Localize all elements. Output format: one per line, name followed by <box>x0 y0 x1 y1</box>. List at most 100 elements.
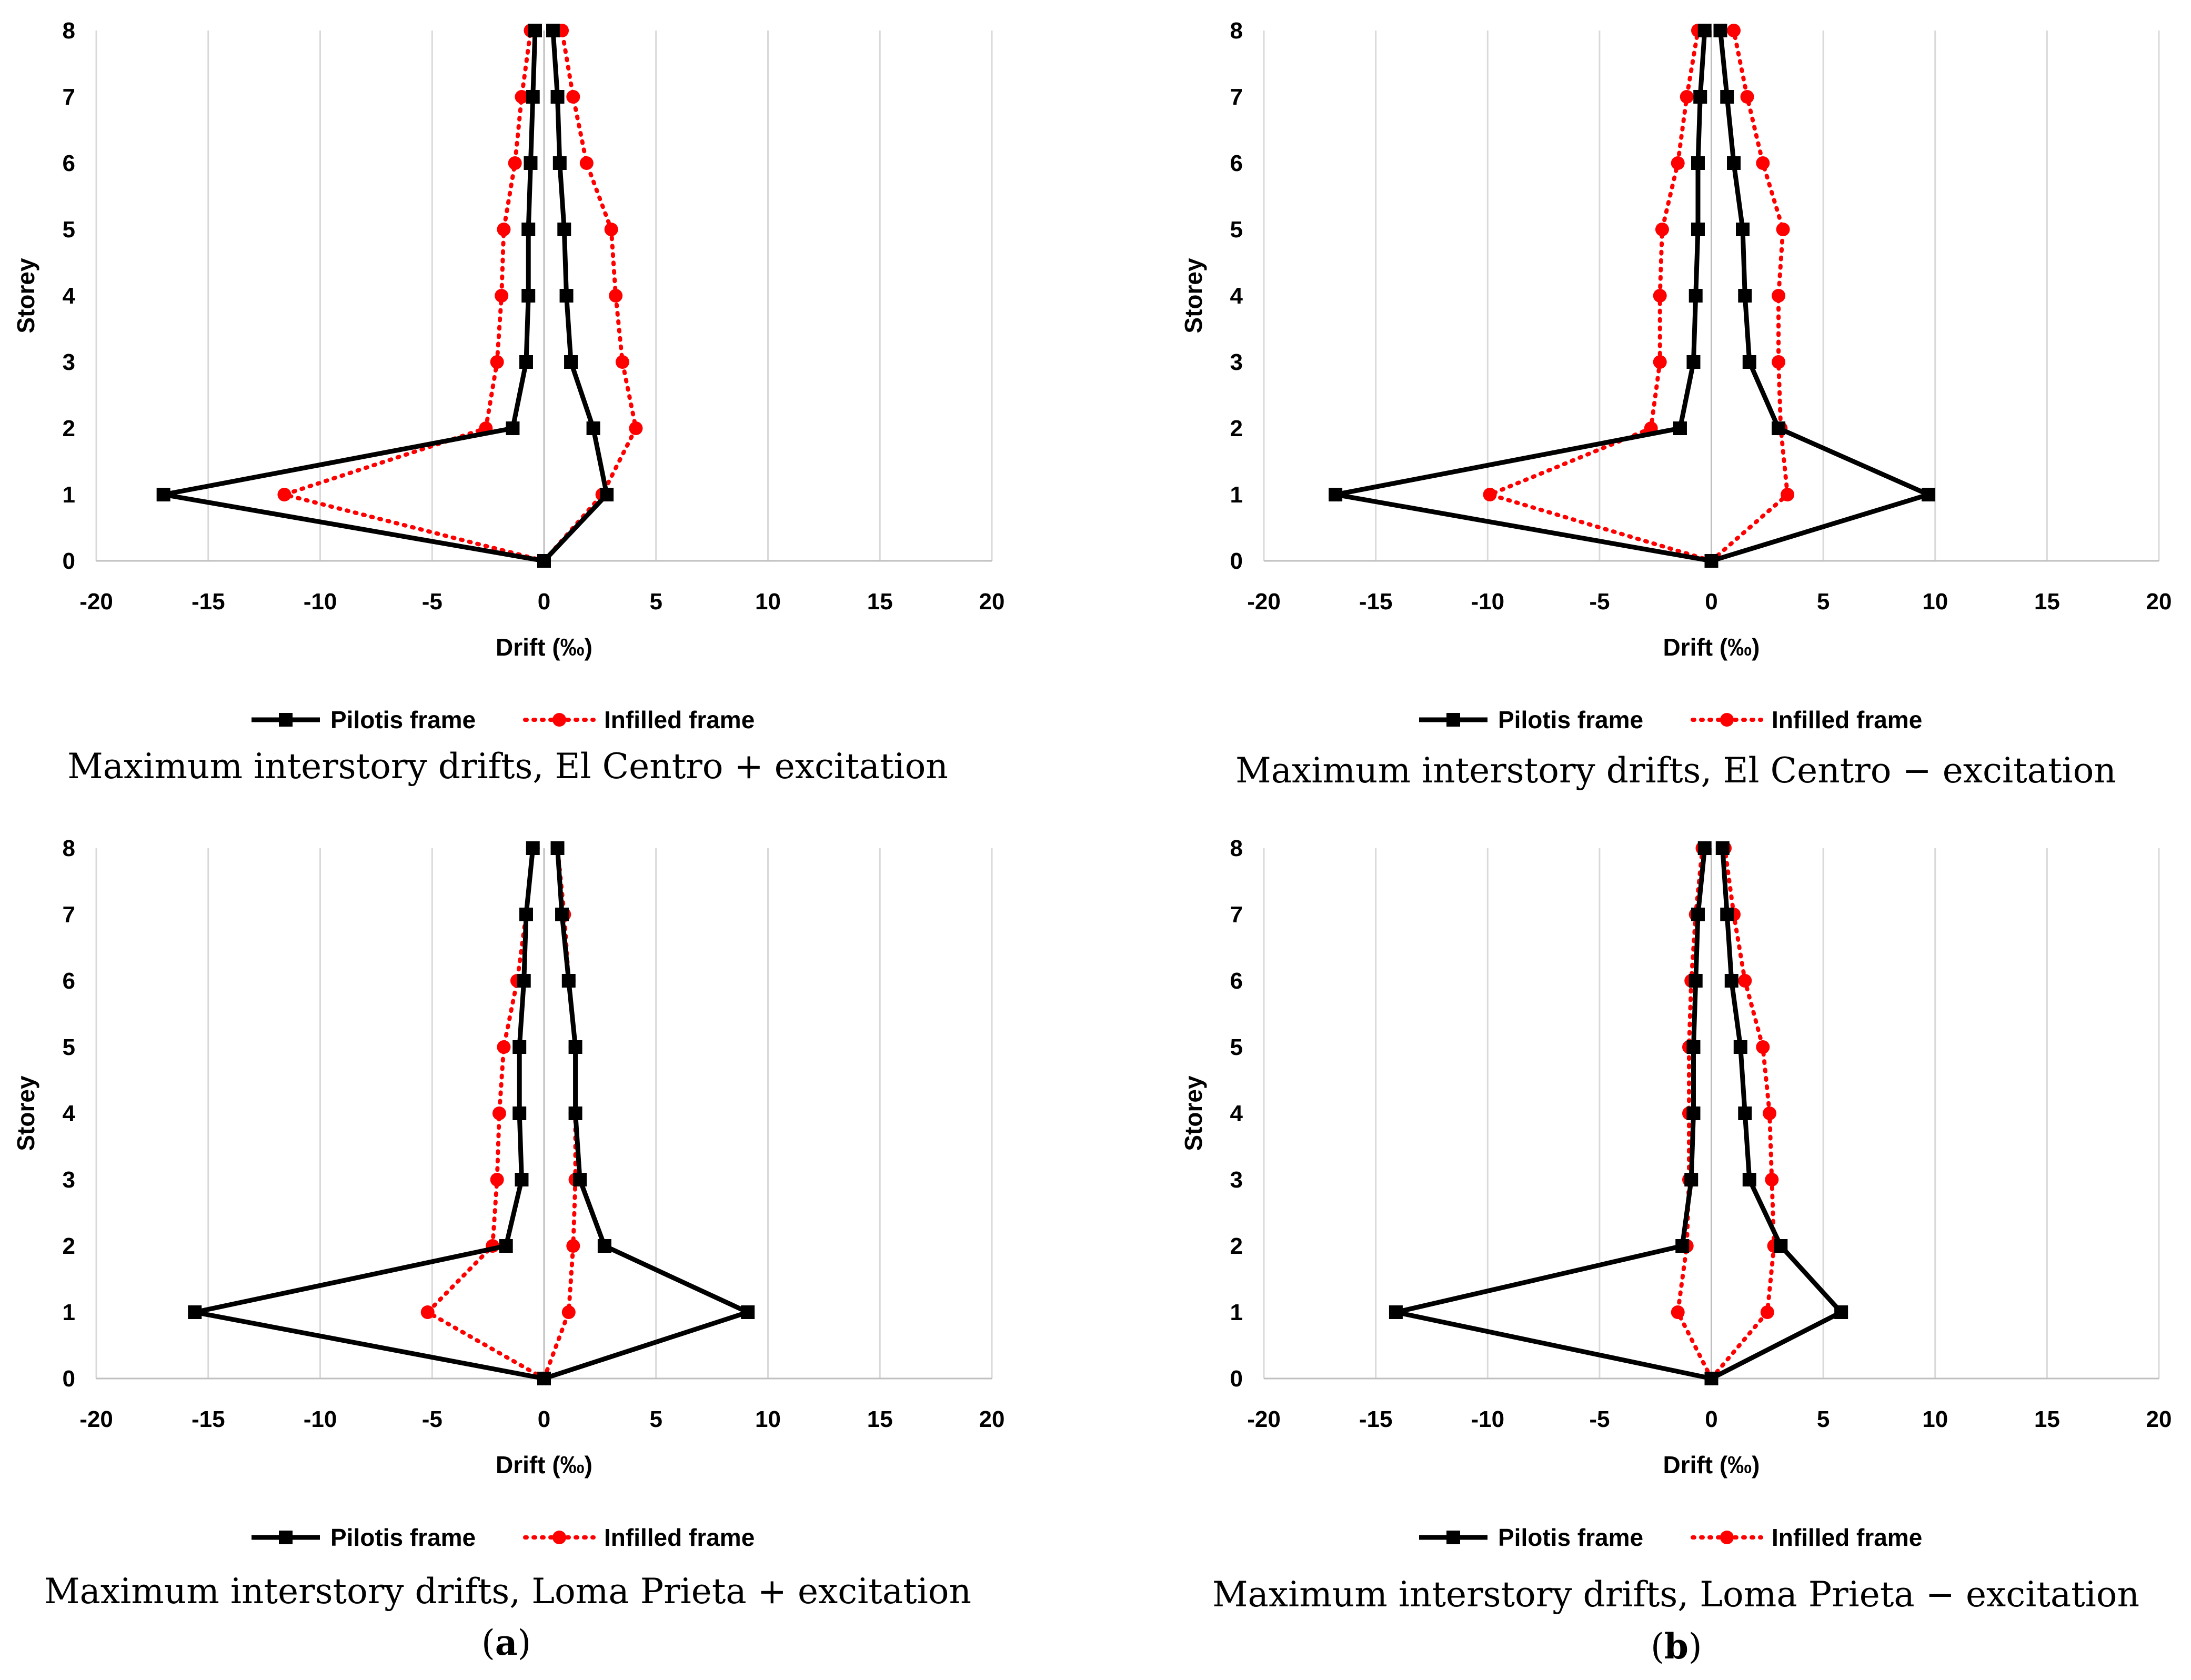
data-point <box>546 24 560 37</box>
data-point <box>277 488 292 501</box>
legend-label: Infilled frame <box>604 706 755 733</box>
data-point <box>1680 90 1694 104</box>
data-point <box>1724 974 1738 988</box>
data-point <box>1675 1239 1690 1253</box>
x-tick-label: 15 <box>2034 1406 2060 1432</box>
y-axis-title: Storey <box>1180 1075 1207 1151</box>
chart-4: -20 -15 -10 -5 0 5 10 15 20 0 1 2 3 4 5 6 7 8 Drift (‰) Sto… <box>1180 836 2172 1551</box>
data-point <box>1691 908 1705 921</box>
legend-label: Pilotis frame <box>1498 1524 1643 1551</box>
legend-marker <box>552 1531 566 1544</box>
y-tick-label: 8 <box>1230 836 1243 861</box>
legend-label: Pilotis frame <box>1498 706 1643 733</box>
y-axis-title: Storey <box>12 1075 39 1151</box>
data-point <box>537 1372 551 1385</box>
x-tick-label: 15 <box>2034 589 2060 615</box>
data-point <box>1742 355 1756 369</box>
chart-caption-1: Maximum interstory drifts, El Centro + e… <box>67 746 948 787</box>
x-axis-title: Drift (‰) <box>1663 633 1760 661</box>
data-point <box>515 1173 529 1186</box>
y-tick-label: 7 <box>1230 902 1243 928</box>
series-line <box>1483 28 1714 563</box>
legend-marker <box>552 713 566 727</box>
legend-label: Infilled frame <box>1772 1524 1922 1551</box>
data-point <box>1671 156 1685 170</box>
data-point <box>1673 421 1687 435</box>
x-tick-label: 20 <box>979 589 1005 615</box>
x-tick-label: 10 <box>1922 589 1948 615</box>
data-point <box>1740 90 1754 104</box>
data-point <box>550 90 565 104</box>
data-point <box>600 488 614 501</box>
data-point <box>1772 289 1786 303</box>
y-tick-label: 3 <box>63 349 75 375</box>
data-point <box>512 1106 527 1120</box>
data-point <box>490 1173 504 1186</box>
x-tick-label: 5 <box>650 1406 662 1432</box>
legend-marker <box>279 1531 293 1544</box>
x-tick-label: 5 <box>1817 589 1830 615</box>
data-point <box>1772 355 1786 369</box>
chart-2: -20 -15 -10 -5 0 5 10 15 20 0 1 2 3 4 5 6 7 8 Drift (‰) Sto… <box>1180 18 2172 733</box>
x-tick-label: 20 <box>979 1406 1005 1432</box>
series-line <box>194 848 545 1381</box>
data-point <box>1774 1239 1788 1253</box>
x-axis-title: Drift (‰) <box>496 1451 592 1478</box>
data-point <box>566 90 580 104</box>
y-tick-label: 4 <box>63 1101 76 1126</box>
panel-label-a: (a) <box>481 1622 531 1663</box>
data-point <box>1921 488 1935 501</box>
y-tick-label: 2 <box>63 416 75 441</box>
x-tick-label: -15 <box>192 589 225 615</box>
data-point <box>497 1040 511 1054</box>
data-point <box>524 156 538 170</box>
data-point <box>564 355 578 369</box>
y-tick-label: 8 <box>63 836 75 861</box>
data-point <box>1697 841 1712 855</box>
y-tick-label: 8 <box>63 18 75 44</box>
data-point <box>1483 488 1497 501</box>
x-axis-title: Drift (‰) <box>1663 1451 1760 1478</box>
data-point <box>1715 841 1730 855</box>
x-tick-label: -5 <box>422 1406 443 1432</box>
legend-label: Pilotis frame <box>330 1524 476 1551</box>
x-tick-label: -10 <box>304 589 337 615</box>
panel-label-b: (b) <box>1651 1626 1702 1667</box>
x-tick-label: 5 <box>1817 1406 1830 1432</box>
data-point <box>615 355 629 369</box>
series-line <box>163 30 545 564</box>
y-tick-label: 5 <box>1230 1034 1243 1060</box>
x-tick-label: -20 <box>1247 589 1281 615</box>
y-tick-label: 3 <box>1230 1167 1243 1193</box>
y-tick-label: 2 <box>1230 416 1243 441</box>
y-tick-label: 1 <box>1230 1300 1243 1325</box>
data-point <box>629 421 643 435</box>
data-point <box>586 421 600 435</box>
data-point <box>1689 289 1703 303</box>
legend-marker <box>1446 1531 1460 1544</box>
data-point <box>497 223 511 236</box>
legend: Pilotis frame Infilled frame <box>252 1524 755 1551</box>
y-tick-label: 7 <box>63 902 75 928</box>
y-tick-label: 0 <box>1230 1366 1243 1392</box>
x-tick-label: 10 <box>755 1406 781 1432</box>
data-point <box>1653 289 1667 303</box>
data-point <box>552 156 567 170</box>
data-point <box>537 554 551 568</box>
y-axis-title: Storey <box>12 258 39 334</box>
legend: Pilotis frame Infilled frame <box>1419 1524 1922 1551</box>
chart-1: -20 -15 -10 -5 0 5 10 15 20 0 1 2 3 4 5 6 7 8 Drift (‰) Sto… <box>12 18 1004 733</box>
data-point <box>521 223 536 236</box>
panel-label-b-letter: b <box>1664 1626 1689 1667</box>
x-tick-label: -5 <box>1589 1406 1610 1432</box>
data-point <box>519 908 533 921</box>
y-tick-label: 1 <box>63 482 75 508</box>
x-tick-label: -5 <box>1589 589 1610 615</box>
y-tick-label: 5 <box>1230 217 1243 243</box>
data-point <box>573 1173 587 1186</box>
data-point <box>1686 1040 1701 1054</box>
data-point <box>519 355 533 369</box>
data-point <box>1653 355 1667 369</box>
data-point <box>508 156 522 170</box>
chart-3: -20 -15 -10 -5 0 5 10 15 20 0 1 2 3 4 5 6 7 8 Drift (‰) Sto… <box>12 836 1004 1551</box>
